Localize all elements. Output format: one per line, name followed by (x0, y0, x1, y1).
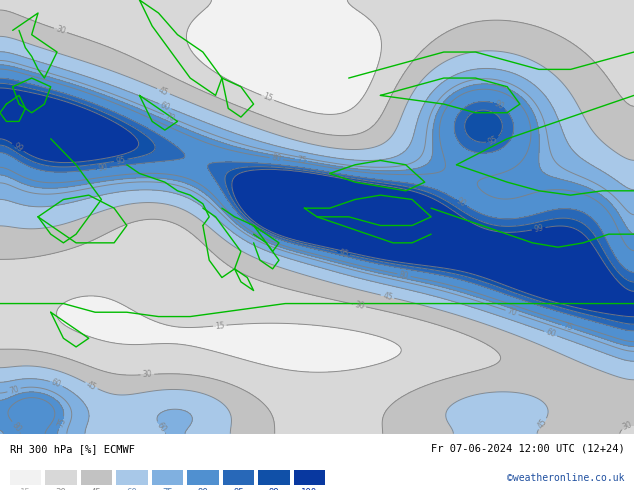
Text: 99: 99 (269, 488, 279, 490)
Text: 30: 30 (142, 370, 153, 379)
Text: 70: 70 (8, 384, 20, 395)
Bar (223, 470, 254, 486)
Text: 15: 15 (20, 488, 30, 490)
Text: 30: 30 (354, 300, 365, 311)
Text: RH 300 hPa [%] ECMWF: RH 300 hPa [%] ECMWF (10, 444, 134, 454)
Text: 75: 75 (162, 488, 172, 490)
Text: 80: 80 (271, 153, 281, 164)
Text: 15: 15 (215, 321, 225, 331)
Text: 99: 99 (11, 141, 24, 154)
Text: 60: 60 (127, 488, 137, 490)
Text: 45: 45 (157, 85, 170, 98)
Bar (187, 470, 219, 486)
Bar (294, 470, 325, 486)
Text: 90: 90 (455, 196, 468, 209)
Text: 90: 90 (198, 488, 208, 490)
Text: 90: 90 (493, 99, 506, 112)
Text: Fr 07-06-2024 12:00 UTC (12+24): Fr 07-06-2024 12:00 UTC (12+24) (430, 444, 624, 454)
Text: 45: 45 (536, 417, 549, 431)
Bar (258, 470, 290, 486)
Text: 99: 99 (533, 223, 545, 234)
Text: 30: 30 (56, 488, 66, 490)
Text: 75: 75 (295, 155, 307, 165)
Text: 75: 75 (562, 321, 574, 333)
Text: 80: 80 (10, 420, 23, 434)
Text: 15: 15 (262, 92, 274, 104)
Text: 75: 75 (55, 416, 67, 429)
Text: 45: 45 (85, 379, 98, 392)
Bar (116, 470, 148, 486)
Text: 95: 95 (233, 488, 243, 490)
Text: 95: 95 (115, 155, 126, 166)
Text: 70: 70 (506, 307, 518, 318)
Text: 95: 95 (486, 134, 499, 147)
Bar (10, 470, 41, 486)
Text: 90: 90 (98, 163, 108, 173)
Text: 60: 60 (50, 378, 63, 390)
Text: 95: 95 (338, 248, 349, 259)
Text: 100: 100 (301, 488, 318, 490)
Text: 30: 30 (55, 24, 67, 36)
Bar (45, 470, 77, 486)
Bar (152, 470, 183, 486)
Text: 60: 60 (159, 100, 171, 112)
Bar (81, 470, 112, 486)
Text: 45: 45 (91, 488, 101, 490)
Text: 80: 80 (398, 270, 410, 280)
Text: 60: 60 (155, 420, 168, 434)
Text: 60: 60 (545, 328, 557, 340)
Text: 30: 30 (621, 420, 634, 432)
Text: 45: 45 (382, 291, 393, 302)
Text: 70: 70 (164, 111, 176, 123)
Text: ©weatheronline.co.uk: ©weatheronline.co.uk (507, 473, 624, 483)
